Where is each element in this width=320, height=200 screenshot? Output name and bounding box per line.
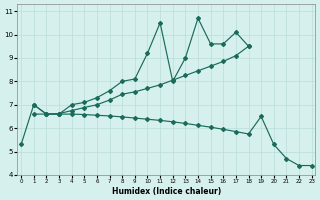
- X-axis label: Humidex (Indice chaleur): Humidex (Indice chaleur): [112, 187, 221, 196]
